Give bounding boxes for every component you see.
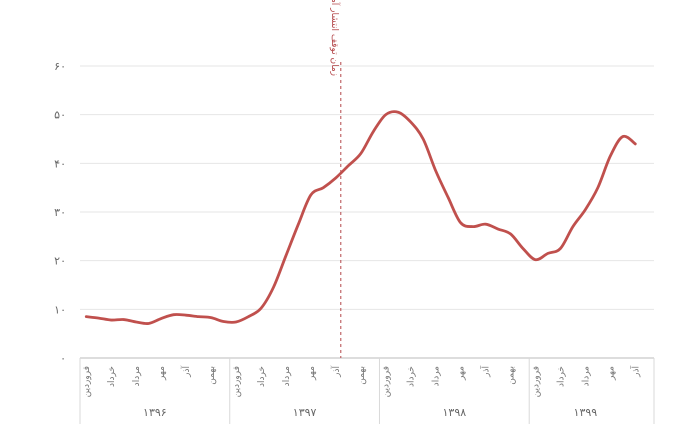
annotation: زمان توقف انتشار آمار نرخ تورم [329,0,342,358]
x-tick-label: خرداد [107,366,117,387]
x-tick-label: مرداد [581,366,591,386]
x-tick-label: آذر [480,366,492,378]
x-tick-label: فروردین [232,366,242,397]
x-tick-label: بهمن [357,366,367,385]
x-tick-label: بهمن [507,366,517,385]
x-tick-label: مهر [307,366,317,381]
y-tick-label: ۵۰ [54,109,66,122]
x-tick-label: مهر [457,366,467,381]
x-tick-label: آذر [629,366,641,378]
year-group-label: ۱۳۹۹ [574,406,598,419]
year-group-label: ۱۳۹۶ [143,406,167,419]
x-tick-label: خرداد [407,366,417,387]
year-group-label: ۱۳۹۷ [293,406,317,419]
x-tick-label: فروردین [382,366,392,397]
y-tick-label: ۳۰ [54,206,66,219]
y-tick-label: ۱۰ [54,303,66,316]
x-tick-label: خرداد [556,366,566,387]
y-tick-label: ۶۰ [54,60,66,73]
x-tick-label: مهر [606,366,616,381]
x-tick-label: بهمن [207,366,217,385]
x-tick-label: مرداد [132,366,142,386]
y-tick-label: ۲۰ [54,255,66,268]
x-tick-label: خرداد [257,366,267,387]
x-tick-label: آذر [330,366,342,378]
y-axis: ۰ ۱۰ ۲۰ ۳۰ ۴۰ ۵۰ ۶۰ [54,60,66,365]
y-tick-label: ۴۰ [54,157,66,170]
series-line [84,110,637,325]
x-tick-label: مرداد [432,366,442,386]
x-tick-label: فروردین [531,366,541,397]
y-tick-label: ۰ [60,352,66,365]
annotation-label: زمان توقف انتشار آمار نرخ تورم [329,0,341,76]
x-tick-label: مرداد [282,366,292,386]
x-tick-label: فروردین [82,366,92,397]
x-tick-label: آذر [180,366,192,378]
gridlines [80,65,654,359]
year-group-label: ۱۳۹۸ [443,406,467,419]
x-tick-label: مهر [157,366,167,381]
x-axis: فروردین خرداد مرداد مهر آذر بهمن فروردین خرداد م… [79,357,655,424]
